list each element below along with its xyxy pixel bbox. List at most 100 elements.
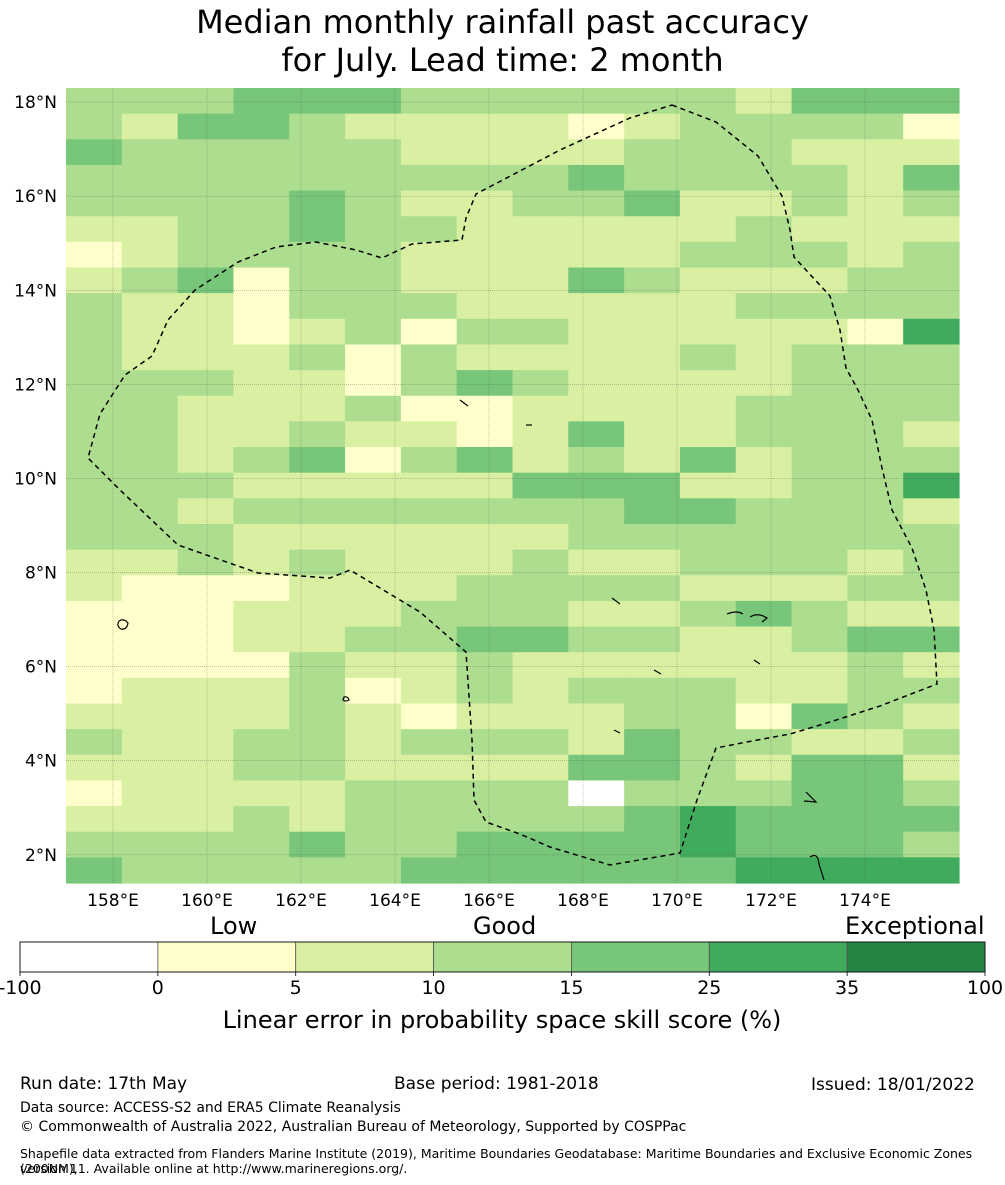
colorbar-segment [433,941,572,973]
grid-cell [456,164,514,192]
grid-cell [735,395,793,422]
grid-cell [233,498,290,525]
grid-cell [345,652,402,679]
grid-cell [400,780,458,807]
grid-cell [400,344,458,371]
grid-cell [345,241,402,269]
grid-cell [177,472,235,499]
grid-cell [289,549,346,576]
grid-cell [568,626,625,653]
grid-cell [400,267,458,294]
grid-cell [903,729,960,756]
grid-cell [791,729,848,756]
grid-cell [121,652,179,679]
lat-tick-label: 6°N [25,658,57,678]
grid-cell [233,523,290,551]
grid-cell [400,241,458,269]
grid-cell [121,139,179,166]
grid-cell [233,677,290,705]
grid-cell [289,575,346,602]
category-label-good: Good [473,912,537,940]
grid-cell [679,293,737,320]
grid-cell [400,831,458,858]
grid-cell [121,857,179,884]
grid-cell [847,241,904,269]
grid-cell [345,857,402,884]
grid-cell [847,216,904,243]
grid-cell [903,652,960,679]
grid-cell [624,139,681,166]
grid-cell [735,831,793,858]
grid-cell [624,370,681,397]
grid-cell [679,190,737,217]
grid-cell [624,88,681,115]
grid-cell [512,600,569,628]
grid-cell [177,523,235,551]
grid-cell [568,241,625,269]
colorbar-tick-label: 100 [967,977,1003,999]
grid-cell [289,831,346,858]
grid-cell [66,703,123,730]
chart-title-line-1: Median monthly rainfall past accuracy [196,3,809,41]
grid-cell [735,421,793,448]
grid-cell [624,267,681,294]
grid-cell [679,831,737,858]
colorbar-segment [157,941,297,973]
grid-cell [512,395,569,422]
grid-cell [679,267,737,294]
grid-cell [512,498,569,525]
grid-cell [735,729,793,756]
grid-cell [679,575,737,602]
grid-cell [177,831,235,858]
grid-cell [791,806,848,833]
grid-cell [456,395,514,422]
grid-cell [735,575,793,602]
grid-cell [233,447,290,474]
grid-cell [400,806,458,833]
grid-cell [121,729,179,756]
grid-cell [735,600,793,628]
grid-cell [345,139,402,166]
grid-cell [624,241,681,269]
grid-cell [345,113,402,140]
colorbar-tick-label: 25 [697,977,721,999]
grid-cell [903,267,960,294]
grid-cell [847,293,904,320]
grid-cell [456,472,514,499]
grid-cell [791,164,848,192]
grid-cell [735,318,793,346]
grid-cell [512,139,569,166]
grid-cell [177,318,235,346]
grid-cell [345,806,402,833]
grid-cell [400,857,458,884]
grid-cell [121,575,179,602]
grid-cell [568,575,625,602]
grid-cell [233,754,290,782]
grid-cell [512,447,569,474]
grid-cell [735,780,793,807]
grid-cell [847,600,904,628]
grid-cell [903,857,960,884]
grid-cell [512,344,569,371]
grid-cell [121,241,179,269]
grid-cell [289,780,346,807]
grid-cell [679,395,737,422]
grid-cell [679,549,737,576]
grid-cell [66,677,123,705]
grid-cell [233,190,290,217]
grid-cell [679,703,737,730]
grid-cell [791,549,848,576]
grid-cell [66,318,123,346]
grid-cell [66,626,123,653]
grid-cell [233,806,290,833]
grid-cell [177,267,235,294]
grid-cell [456,139,514,166]
grid-cell [66,831,123,858]
grid-cell [233,626,290,653]
colorbar-tick-label: 0 [152,977,164,999]
grid-cell [679,600,737,628]
grid-cell [400,164,458,192]
skill-grid [66,88,960,884]
colorbar-tick-label: 10 [421,977,445,999]
grid-cell [121,395,179,422]
